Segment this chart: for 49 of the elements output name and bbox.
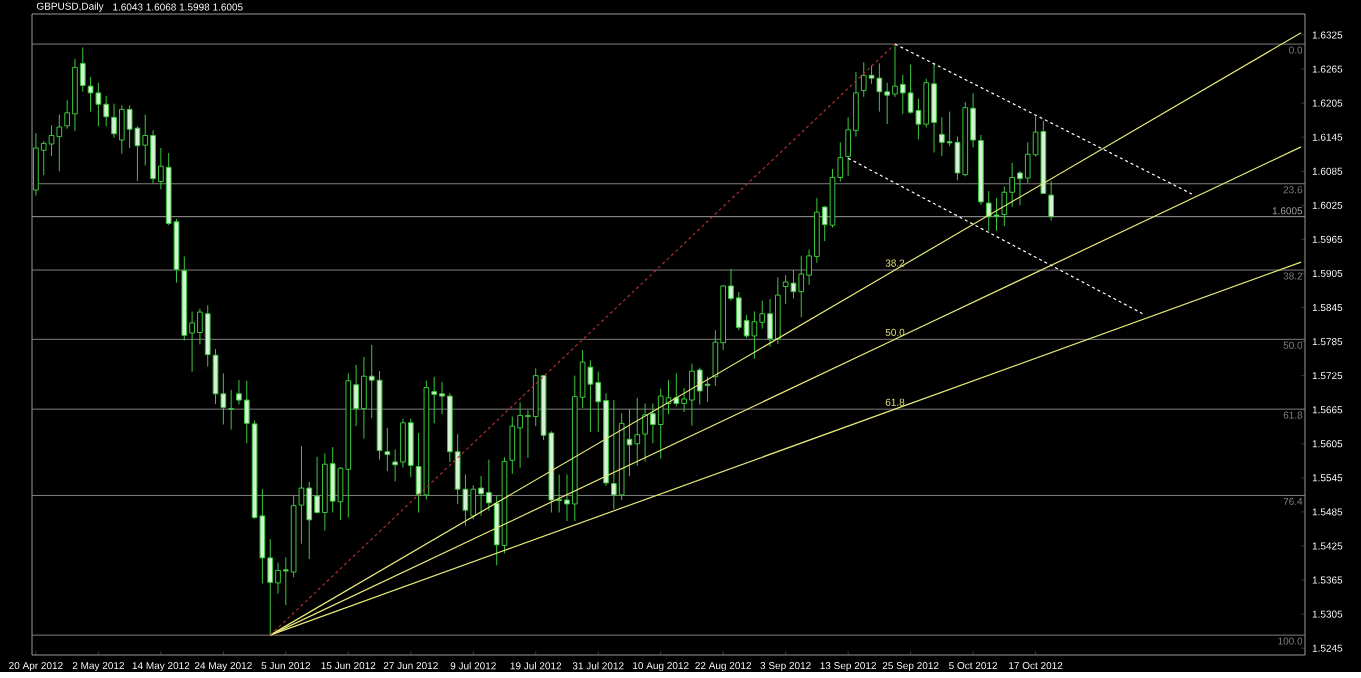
- x-tick-label: 25 Sep 2012: [882, 662, 939, 672]
- y-tick-label: 1.5305: [1312, 610, 1343, 618]
- x-tick-label: 5 Jun 2012: [261, 662, 311, 670]
- ref-line-label: 1.6005: [1272, 207, 1303, 215]
- chart-title: GBPUSD,Daily: [36, 2, 104, 12]
- series-label: 50.0: [885, 328, 905, 337]
- series-label: 38.2: [885, 259, 905, 267]
- x-tick-label: 5 Oct 2012: [949, 662, 998, 670]
- x-tick-label: 9 Jul 2012: [450, 662, 496, 670]
- y-tick-label: 1.5725: [1312, 372, 1343, 380]
- x-tick-label: 24 May 2012: [194, 662, 252, 672]
- y-tick-label: 1.6325: [1312, 31, 1343, 39]
- x-tick-label: 14 May 2012: [132, 662, 190, 672]
- x-tick-label: 31 Jul 2012: [572, 662, 624, 670]
- y-tick-label: 1.5365: [1312, 576, 1343, 584]
- chart-subtitle: 1.6043 1.6068 1.5998 1.6005: [113, 3, 243, 11]
- y-tick-label: 1.5845: [1312, 304, 1343, 312]
- annotation: 23.6: [1283, 186, 1303, 194]
- x-tick-label: 17 Oct 2012: [1009, 662, 1063, 670]
- x-tick-label: 10 Aug 2012: [633, 662, 689, 672]
- y-tick-label: 1.6085: [1312, 167, 1343, 175]
- y-tick-label: 1.5485: [1312, 508, 1343, 516]
- x-tick-label: 20 Apr 2012: [9, 662, 63, 672]
- annotation: 38.2: [1283, 272, 1303, 280]
- y-tick-label: 1.5665: [1312, 406, 1343, 414]
- annotation: 0.0: [1289, 46, 1303, 54]
- y-tick-label: 1.6145: [1312, 133, 1343, 141]
- y-tick-label: 1.5425: [1312, 542, 1343, 550]
- x-tick-label: 3 Sep 2012: [760, 662, 811, 672]
- annotation: 61.8: [1283, 411, 1303, 419]
- annotation: 100.0: [1278, 637, 1303, 645]
- y-tick-label: 1.5245: [1312, 644, 1343, 652]
- annotation: 50.0: [1283, 341, 1303, 349]
- series-label: 61.8: [885, 398, 905, 406]
- y-tick-label: 1.5965: [1312, 235, 1343, 244]
- y-tick-label: 1.6025: [1312, 201, 1343, 209]
- x-tick-label: 2 May 2012: [72, 662, 124, 672]
- x-tick-label: 27 Jun 2012: [383, 662, 438, 670]
- y-tick-label: 1.6205: [1312, 99, 1343, 107]
- x-tick-label: 13 Sep 2012: [820, 662, 876, 672]
- x-tick-label: 15 Jun 2012: [321, 662, 376, 670]
- x-tick-label: 22 Aug 2012: [695, 662, 752, 672]
- annotation: 76.4: [1283, 497, 1303, 506]
- y-tick-label: 1.5545: [1312, 474, 1343, 482]
- y-tick-label: 1.5605: [1312, 440, 1343, 448]
- y-tick-label: 1.5785: [1312, 338, 1343, 346]
- y-tick-label: 1.5905: [1312, 270, 1343, 278]
- y-tick-label: 1.6265: [1312, 65, 1343, 73]
- x-tick-label: 19 Jul 2012: [510, 662, 562, 670]
